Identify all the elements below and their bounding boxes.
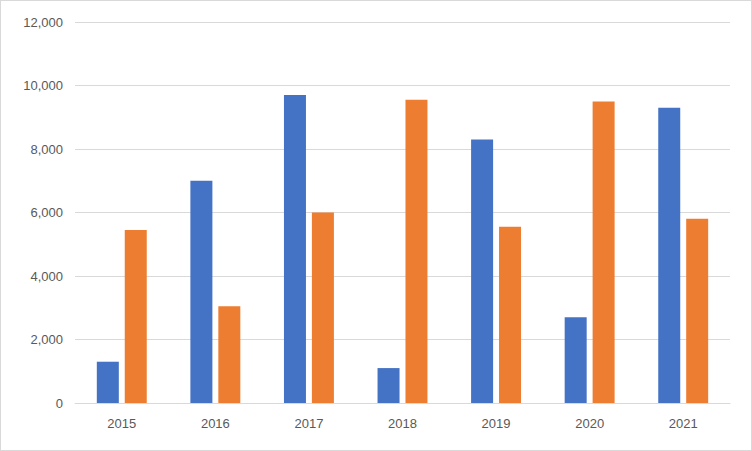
svg-text:6,000: 6,000 [30,205,63,220]
svg-text:2017: 2017 [294,416,323,431]
svg-text:2015: 2015 [107,416,136,431]
svg-text:0: 0 [56,396,63,411]
svg-text:12,000: 12,000 [23,15,63,30]
svg-text:10,000: 10,000 [23,78,63,93]
svg-text:8,000: 8,000 [30,142,63,157]
svg-text:2021: 2021 [669,416,698,431]
svg-text:2,000: 2,000 [30,332,63,347]
svg-text:2016: 2016 [201,416,230,431]
svg-text:2020: 2020 [575,416,604,431]
svg-text:2018: 2018 [388,416,417,431]
svg-text:4,000: 4,000 [30,269,63,284]
svg-text:2019: 2019 [482,416,511,431]
